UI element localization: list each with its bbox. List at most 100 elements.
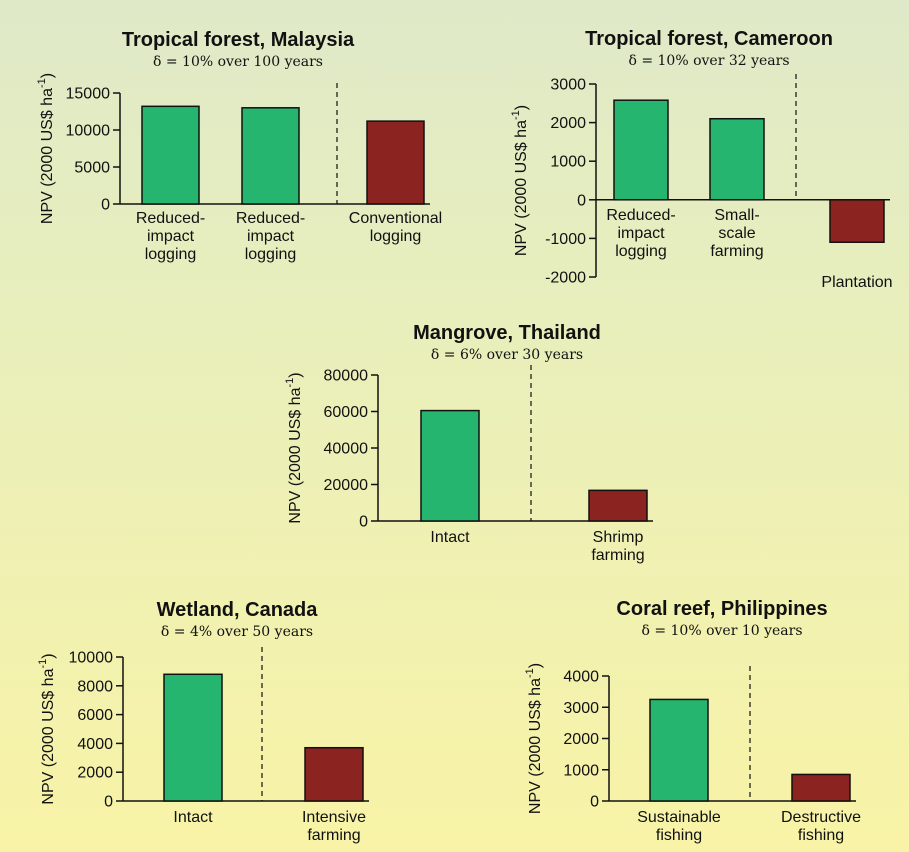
category-label: farming — [307, 827, 360, 844]
bar — [304, 746, 364, 802]
category-label: farming — [710, 243, 763, 260]
bar — [709, 117, 765, 201]
y-axis-label-end: ) — [39, 73, 56, 78]
chart-panel: Tropical forest, Malaysia δ = 10% over 10… — [36, 29, 442, 263]
y-tick-label: 4000 — [563, 669, 599, 686]
y-tick-label: 5000 — [74, 160, 110, 177]
category-label: Destructive — [781, 809, 861, 826]
category-label: logging — [245, 246, 297, 263]
category-label: scale — [718, 225, 755, 242]
chart-title: Wetland, Canada — [157, 599, 319, 621]
y-axis-label: NPV (2000 US$ ha-1) — [284, 372, 304, 523]
bar — [241, 107, 300, 205]
chart-title: Tropical forest, Cameroon — [585, 28, 833, 50]
category-label: impact — [247, 228, 295, 245]
y-tick-label: 8000 — [77, 678, 113, 695]
category-label: Conventional — [349, 210, 442, 227]
chart-subtitle: δ = 10% over 100 years — [153, 54, 323, 70]
y-tick-label: -2000 — [545, 270, 586, 287]
bar — [420, 409, 480, 522]
y-axis-label-end: ) — [527, 663, 544, 668]
chart-panel: Mangrove, Thailand δ = 6% over 30 years NP… — [284, 322, 653, 564]
category-label: fishing — [798, 827, 844, 844]
y-axis-label-exponent: -1 — [510, 110, 522, 120]
category-label: Shrimp — [593, 529, 644, 546]
category-label: Reduced- — [136, 210, 205, 227]
category-label: impact — [617, 225, 665, 242]
y-tick-label: 15000 — [66, 86, 111, 103]
y-axis-label-main: NPV (2000 US$ ha — [513, 120, 530, 256]
y-tick-label: 1000 — [563, 762, 599, 779]
chart-subtitle: δ = 4% over 50 years — [161, 624, 313, 640]
y-tick-label: 2000 — [550, 115, 586, 132]
y-tick-label: 0 — [101, 197, 110, 214]
y-axis-label-main: NPV (2000 US$ ha — [39, 88, 56, 224]
bar — [649, 698, 709, 802]
y-tick-label: 10000 — [66, 123, 111, 140]
category-label: Intact — [430, 529, 470, 546]
category-label: Reduced- — [606, 207, 675, 224]
category-label: Reduced- — [236, 210, 305, 227]
chart-panel: Wetland, Canada δ = 4% over 50 years NPV (… — [37, 599, 369, 844]
y-tick-label: 80000 — [324, 368, 369, 385]
chart-panel: Tropical forest, Cameroon δ = 10% over 32… — [510, 28, 893, 291]
y-tick-label: 10000 — [69, 650, 114, 667]
bar — [791, 773, 851, 802]
chart-subtitle: δ = 10% over 32 years — [628, 53, 789, 69]
y-tick-label: 3000 — [550, 77, 586, 94]
y-axis-label-end: ) — [40, 653, 57, 658]
y-axis-label: NPV (2000 US$ ha-1) — [510, 105, 530, 256]
y-tick-label: 40000 — [324, 441, 369, 458]
bar — [588, 489, 648, 522]
y-axis-label-exponent: -1 — [36, 78, 48, 88]
y-tick-label: 6000 — [77, 707, 113, 724]
y-axis-label: NPV (2000 US$ ha-1) — [36, 73, 56, 224]
category-label: Sustainable — [637, 809, 721, 826]
y-tick-label: 0 — [590, 794, 599, 811]
y-axis-label-main: NPV (2000 US$ ha — [527, 678, 544, 814]
bar — [613, 99, 669, 201]
y-tick-label: 2000 — [563, 731, 599, 748]
y-axis-label-exponent: -1 — [37, 659, 49, 669]
y-tick-label: 2000 — [77, 765, 113, 782]
y-axis-label-exponent: -1 — [284, 378, 296, 388]
chart-title: Mangrove, Thailand — [413, 322, 601, 344]
y-axis-label-end: ) — [513, 105, 530, 110]
chart-title: Tropical forest, Malaysia — [122, 29, 355, 51]
bar — [163, 673, 223, 802]
y-tick-label: 4000 — [77, 736, 113, 753]
category-label: logging — [370, 228, 422, 245]
y-tick-label: 1000 — [550, 154, 586, 171]
bar — [366, 120, 425, 205]
y-tick-label: 60000 — [324, 404, 369, 421]
y-tick-label: 20000 — [324, 477, 369, 494]
category-label: logging — [615, 243, 667, 260]
y-axis-label-end: ) — [287, 372, 304, 377]
category-label: logging — [145, 246, 197, 263]
y-tick-label: 0 — [359, 514, 368, 531]
category-label: farming — [591, 547, 644, 564]
y-axis-label-main: NPV (2000 US$ ha — [287, 387, 304, 523]
y-tick-label: 3000 — [563, 700, 599, 717]
category-label: Small- — [714, 207, 759, 224]
y-axis-label-main: NPV (2000 US$ ha — [40, 668, 57, 804]
chart-panel: Coral reef, Philippines δ = 10% over 10 y… — [524, 598, 861, 844]
y-axis-label-exponent: -1 — [524, 668, 536, 678]
chart-subtitle: δ = 10% over 10 years — [641, 623, 802, 639]
bar — [829, 199, 885, 244]
y-axis-label: NPV (2000 US$ ha-1) — [37, 653, 57, 804]
bar — [141, 105, 200, 205]
category-label: Intensive — [302, 809, 366, 826]
y-tick-label: 0 — [104, 794, 113, 811]
category-label: fishing — [656, 827, 702, 844]
category-label: Intact — [173, 809, 213, 826]
category-label: impact — [147, 228, 195, 245]
y-tick-label: 0 — [577, 192, 586, 209]
category-label: Plantation — [821, 274, 892, 291]
y-axis-label: NPV (2000 US$ ha-1) — [524, 663, 544, 814]
y-tick-label: -1000 — [545, 231, 586, 248]
chart-subtitle: δ = 6% over 30 years — [431, 347, 583, 363]
chart-title: Coral reef, Philippines — [616, 598, 827, 620]
